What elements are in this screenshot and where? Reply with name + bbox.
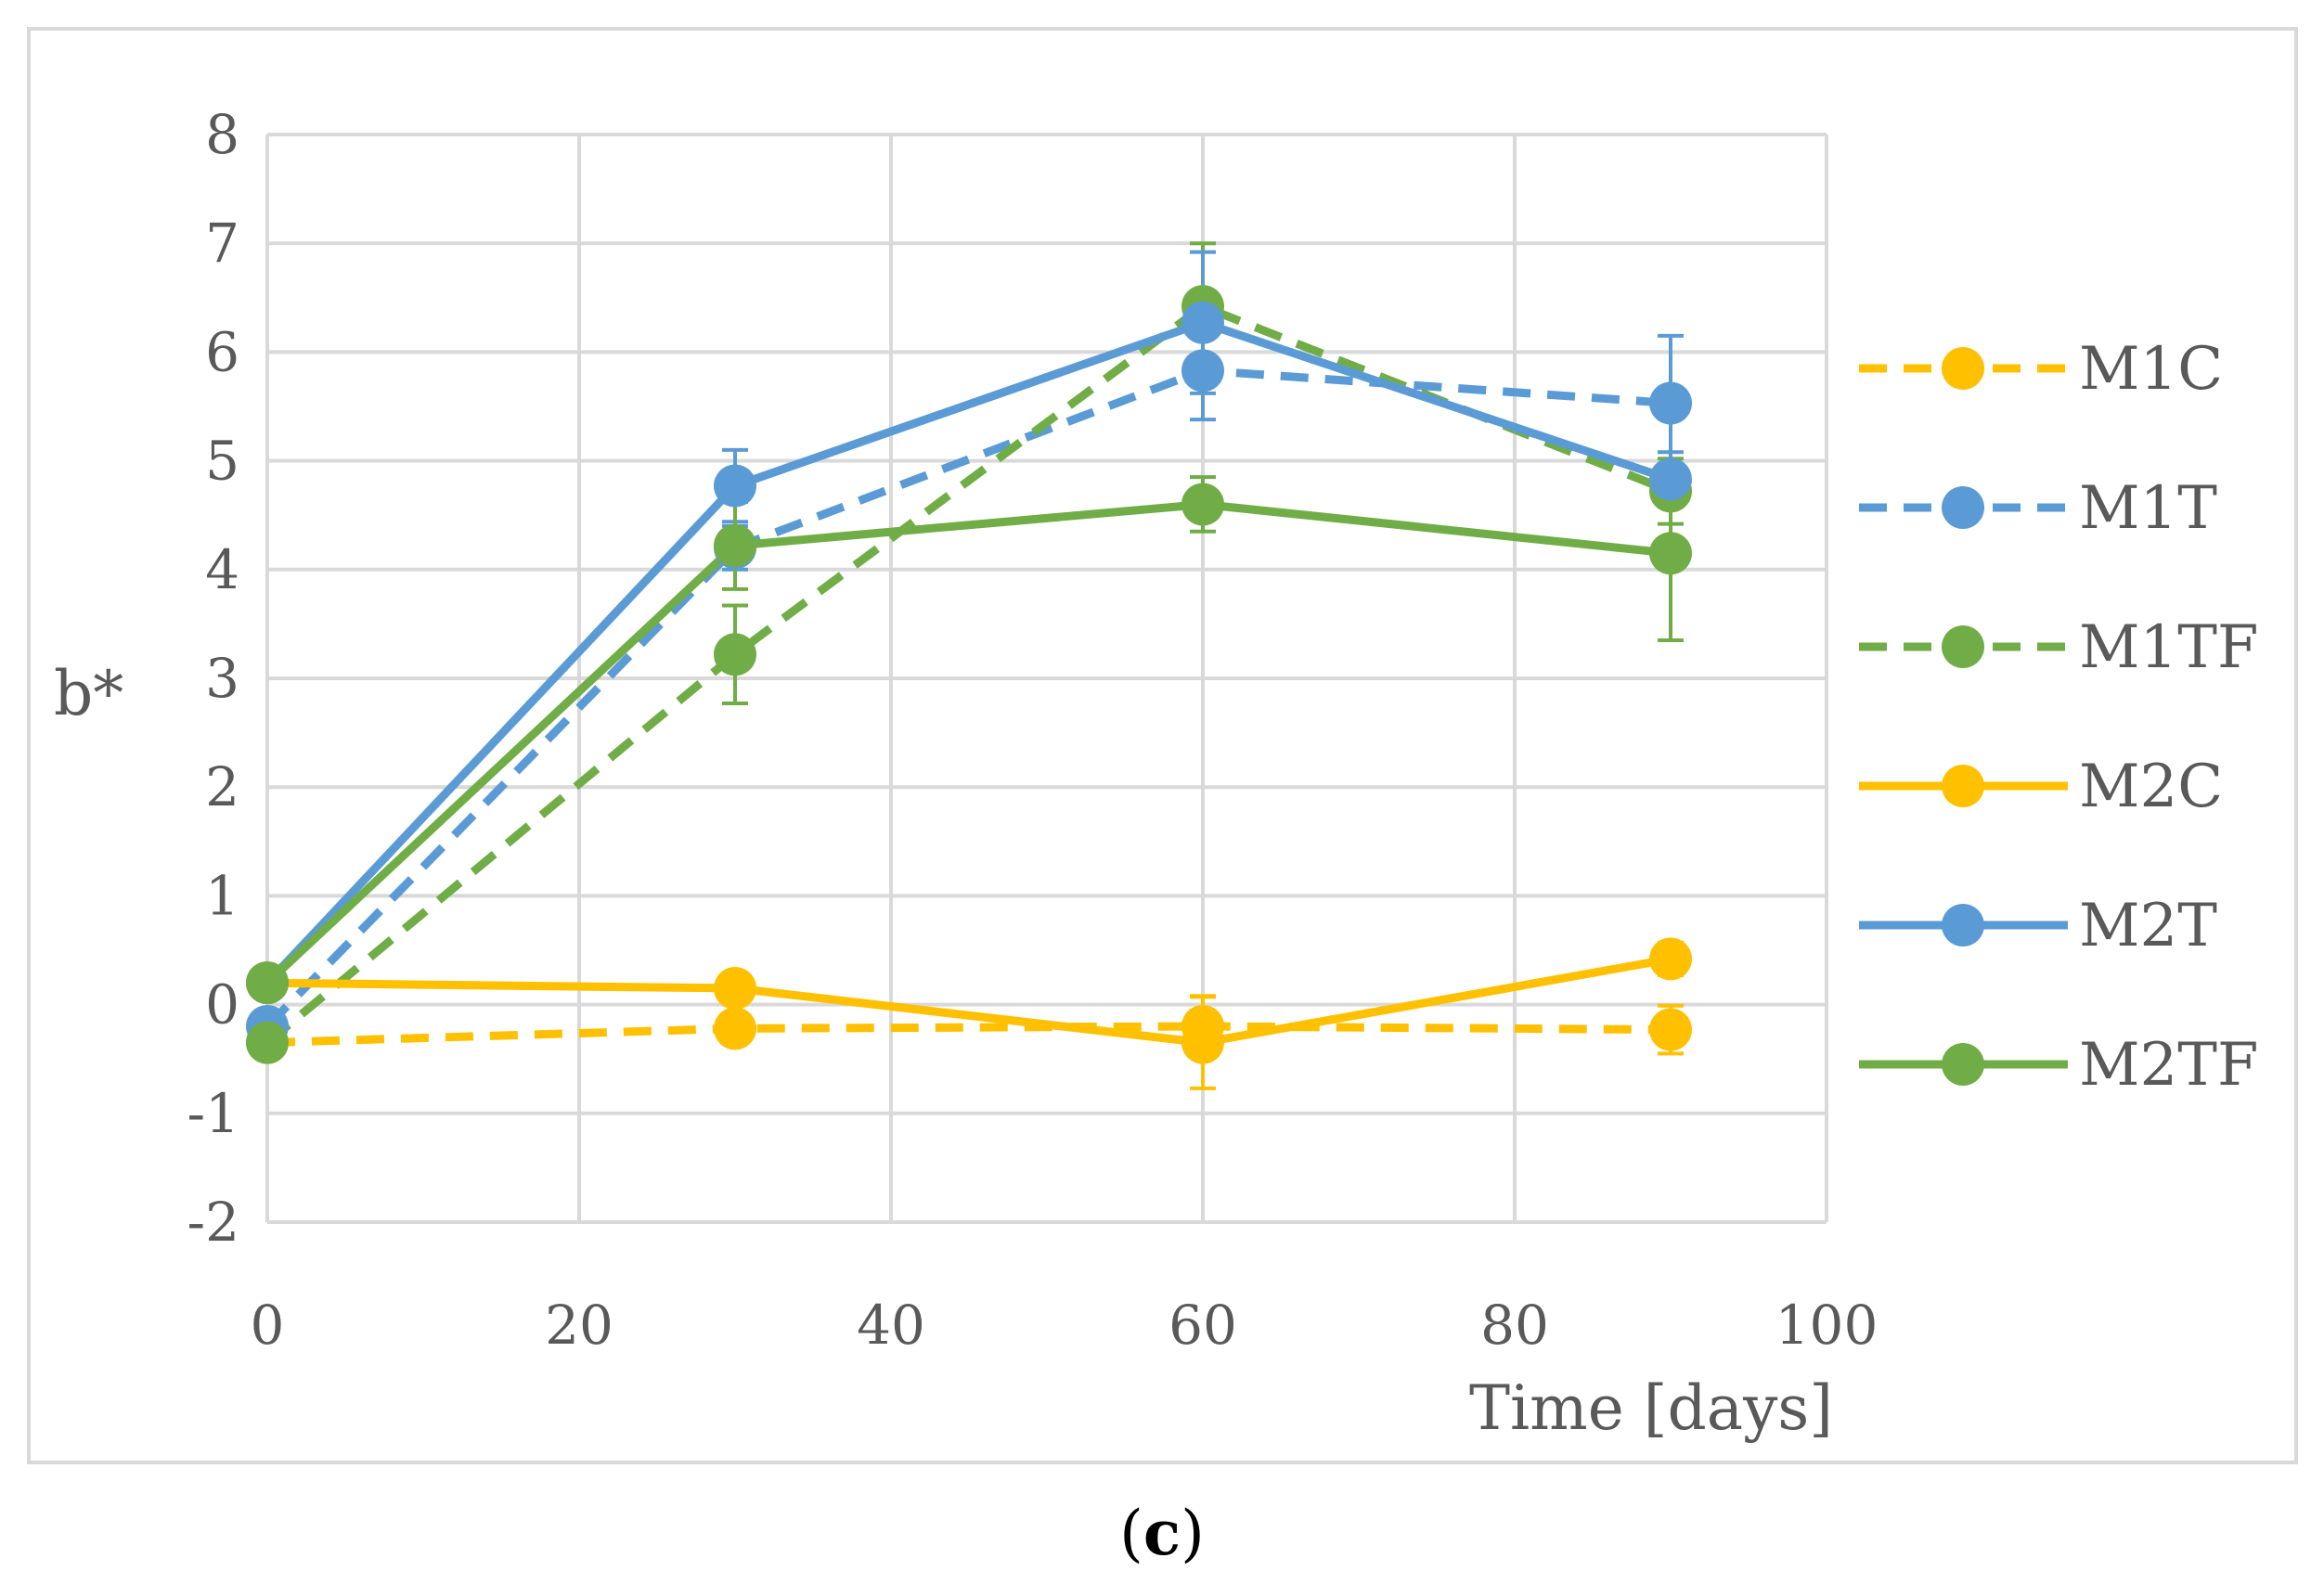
legend-marker-m1c (1942, 347, 1984, 390)
y-tick-labels: -2 -1 0 1 2 3 4 5 6 7 8 (187, 103, 240, 1254)
legend-label-m2t: M2T (2079, 892, 2217, 960)
legend-marker-m1tf (1942, 625, 1984, 668)
legend-marker-m2c (1942, 765, 1984, 807)
x-tick-label: 60 (1168, 1294, 1237, 1357)
y-tick-label: 2 (205, 755, 239, 818)
legend-marker-m2t (1942, 904, 1984, 947)
x-tick-label: 80 (1480, 1294, 1549, 1357)
legend-label-m1t: M1T (2079, 474, 2217, 543)
x-tick-label: 100 (1775, 1294, 1879, 1357)
data-point-m2t (714, 464, 756, 508)
legend-marker-m1t (1942, 486, 1984, 529)
panel-label-letter: c (1143, 1497, 1181, 1569)
legend-label-m1tf: M1TF (2079, 613, 2258, 682)
series-line-m1c (266, 1022, 1672, 1048)
data-point-m2c (714, 967, 756, 1011)
x-tick-label: 20 (545, 1294, 613, 1357)
data-point-m1c (1649, 1008, 1692, 1051)
panel-label-open: ( (1119, 1498, 1143, 1569)
x-tick-label: 40 (857, 1294, 925, 1357)
y-tick-label: -1 (187, 1082, 240, 1145)
data-point-m1c (714, 1007, 756, 1050)
series-markers (246, 285, 1692, 1064)
data-point-m2t (1181, 301, 1224, 344)
data-point-m1t (1649, 381, 1692, 425)
legend-label-m1c: M1C (2079, 335, 2223, 404)
data-point-m2tf (1181, 483, 1224, 526)
x-tick-labels: 0 20 40 60 80 100 (251, 1294, 1879, 1357)
data-point-m2c (1649, 937, 1692, 981)
y-tick-label: 0 (205, 973, 239, 1037)
data-point-m2tf (714, 524, 756, 568)
legend: M1C M1T M1TF M2C M2T M2TF (1859, 335, 2258, 1100)
y-tick-label: 4 (205, 538, 239, 601)
gridlines (265, 133, 1828, 1224)
panel-label: (c) (1119, 1497, 1205, 1569)
series-lines (264, 302, 1672, 1048)
y-tick-label: 7 (205, 212, 239, 275)
panel-label-close: ) (1181, 1498, 1205, 1569)
series-line-m1t (264, 366, 1672, 1030)
y-tick-label: 5 (205, 430, 239, 493)
legend-label-m2tf: M2TF (2079, 1031, 2258, 1100)
series-line-m2c (266, 954, 1672, 1048)
data-point-m2c (1181, 1021, 1224, 1064)
series-line-m2tf (264, 500, 1672, 986)
series-line-m2t (264, 318, 1672, 986)
y-axis-title: b* (54, 658, 123, 729)
data-point-m2t (1649, 457, 1692, 501)
legend-marker-m2tf (1942, 1043, 1984, 1086)
y-tick-label: 3 (205, 647, 239, 710)
data-point-m2tf (1649, 532, 1692, 575)
data-point-m2tf (246, 961, 289, 1005)
data-point-m1tf (246, 1021, 289, 1064)
y-tick-label: 6 (205, 320, 239, 383)
x-axis-title: Time [days] (1469, 1372, 1833, 1444)
x-tick-label: 0 (251, 1294, 285, 1357)
data-point-m1tf (714, 633, 756, 676)
legend-label-m2c: M2C (2079, 753, 2223, 821)
y-tick-label: 8 (205, 103, 239, 166)
y-tick-label: -2 (187, 1191, 240, 1254)
y-tick-label: 1 (205, 864, 239, 927)
data-point-m1t (1181, 349, 1224, 393)
